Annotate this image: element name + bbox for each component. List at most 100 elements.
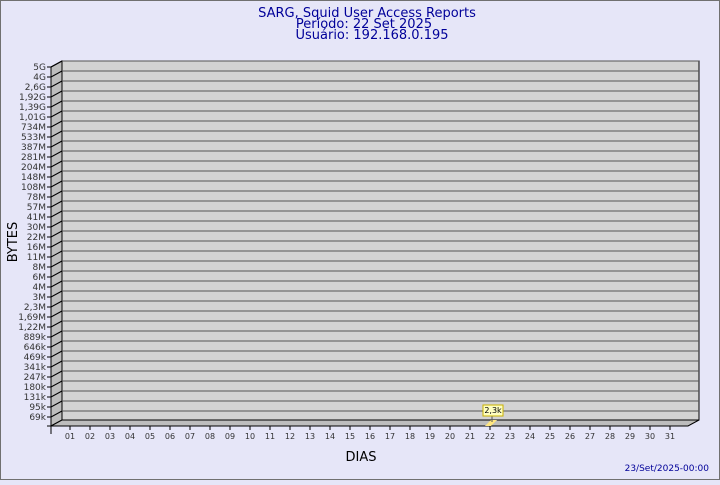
gridline-side — [50, 370, 63, 378]
y-tick-label: 1,92G — [19, 93, 46, 103]
gridline-side — [50, 170, 63, 178]
y-tick-label: 4M — [33, 283, 47, 293]
y-tick-label: 5G — [33, 63, 46, 73]
x-tick-label: 04 — [125, 432, 135, 441]
x-tick-label: 01 — [65, 432, 75, 441]
x-tick-label: 06 — [165, 432, 175, 441]
x-tick-label: 25 — [545, 432, 555, 441]
x-tick-label: 16 — [365, 432, 375, 441]
gridline-side — [50, 400, 63, 408]
y-tick-label: 341k — [24, 363, 47, 373]
y-tick-label: 57M — [27, 203, 46, 213]
y-tick-label: 4G — [33, 73, 46, 83]
y-tick-label: 2,6G — [25, 83, 46, 93]
gridline-side — [50, 300, 63, 308]
y-tick-label: 41M — [27, 213, 46, 223]
x-tick-label: 08 — [205, 432, 215, 441]
y-tick-label: 247k — [24, 373, 47, 383]
gridline-side — [50, 200, 63, 208]
data-label: 2,3k — [484, 406, 502, 415]
x-tick-label: 31 — [665, 432, 675, 441]
x-tick-label: 22 — [485, 432, 495, 441]
gridline-side — [50, 150, 63, 158]
x-tick-label: 28 — [605, 432, 615, 441]
y-tick-label: 469k — [24, 353, 47, 363]
gridline-side — [50, 240, 63, 248]
gridline-side — [50, 410, 63, 418]
y-tick-label: 30M — [27, 223, 46, 233]
gridline-side — [50, 220, 63, 228]
y-tick-label: 22M — [27, 233, 46, 243]
y-tick-label: 3M — [33, 293, 47, 303]
y-tick-label: 16M — [27, 243, 46, 253]
x-tick-label: 30 — [645, 432, 655, 441]
x-tick-label: 11 — [265, 432, 275, 441]
gridline-side — [50, 120, 63, 128]
x-tick-label: 09 — [225, 432, 235, 441]
floor — [50, 419, 700, 427]
gridline-side — [50, 180, 63, 188]
y-tick-label: 889k — [24, 333, 47, 343]
x-tick-label: 17 — [385, 432, 395, 441]
x-tick-label: 03 — [105, 432, 115, 441]
y-tick-label: 734M — [21, 123, 46, 133]
y-tick-label: 1,69M — [18, 313, 46, 323]
y-tick-label: 131k — [24, 393, 47, 403]
x-axis-label: DIAS — [346, 450, 377, 465]
chart-user: Usuário: 192.168.0.195 — [295, 28, 448, 43]
y-tick-label: 8M — [33, 263, 47, 273]
y-tick-label: 69k — [29, 413, 46, 423]
data-bar — [485, 420, 497, 426]
gridline-side — [50, 70, 63, 78]
x-tick-label: 20 — [445, 432, 455, 441]
y-axis-label: BYTES — [6, 222, 21, 263]
x-tick-label: 12 — [285, 432, 295, 441]
x-tick-label: 26 — [565, 432, 575, 441]
y-tick-label: 1,01G — [19, 113, 46, 123]
y-tick-label: 533M — [21, 133, 46, 143]
y-tick-label: 180k — [24, 383, 47, 393]
gridline-side — [50, 140, 63, 148]
gridline-side — [50, 260, 63, 268]
gridline-side — [50, 350, 63, 358]
gridline-side — [50, 190, 63, 198]
y-tick-label: 281M — [21, 153, 46, 163]
gridline-side — [50, 360, 63, 368]
x-tick-label: 27 — [585, 432, 595, 441]
y-tick-label: 646k — [24, 343, 47, 353]
x-tick-label: 13 — [305, 432, 315, 441]
x-tick-label: 19 — [425, 432, 435, 441]
y-tick-label: 108M — [21, 183, 46, 193]
y-tick-label: 1,39G — [19, 103, 46, 113]
x-tick-label: 05 — [145, 432, 155, 441]
gridline-side — [50, 90, 63, 98]
gridline-side — [50, 270, 63, 278]
gridline-side — [50, 250, 63, 258]
gridline-side — [50, 280, 63, 288]
y-tick-label: 78M — [27, 193, 46, 203]
data-label-box — [482, 404, 504, 417]
y-tick-label: 11M — [27, 253, 46, 263]
x-tick-label: 15 — [345, 432, 355, 441]
x-tick-label: 18 — [405, 432, 415, 441]
gridline-side — [50, 100, 63, 108]
gridline-side — [50, 210, 63, 218]
gridline-side — [50, 330, 63, 338]
gridline-side — [50, 60, 63, 68]
y-tick-label: 2,3M — [24, 303, 46, 313]
x-tick-label: 23 — [505, 432, 515, 441]
x-tick-label: 29 — [625, 432, 635, 441]
gridline-side — [50, 110, 63, 118]
x-tick-label: 14 — [325, 432, 335, 441]
footer-timestamp: 23/Set/2025-00:00 — [625, 464, 710, 474]
x-tick-label: 07 — [185, 432, 195, 441]
y-tick-label: 6M — [33, 273, 47, 283]
x-tick-label: 24 — [525, 432, 535, 441]
y-tick-label: 387M — [21, 143, 46, 153]
gridline-side — [50, 340, 63, 348]
x-tick-label: 02 — [85, 432, 95, 441]
chart-period: Período: 22 Set 2025 — [296, 17, 432, 32]
chart-title: SARG, Squid User Access Reports — [258, 6, 476, 21]
